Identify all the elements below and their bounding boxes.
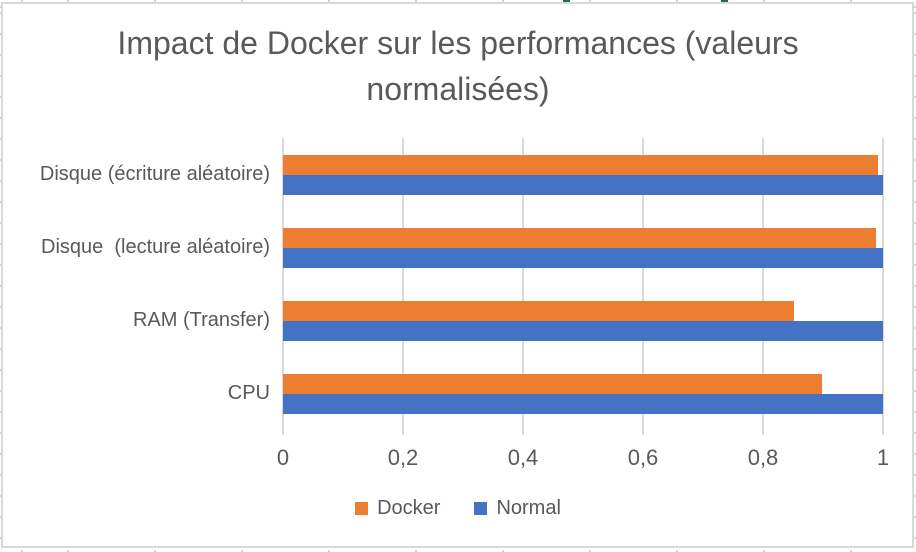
category-label: RAM (Transfer) bbox=[132, 309, 270, 331]
gridline-x-0 bbox=[282, 138, 284, 435]
bar-group bbox=[283, 284, 883, 357]
gridline-x-0,6 bbox=[642, 138, 644, 435]
x-tick-label: 0,2 bbox=[387, 445, 419, 470]
bar-docker bbox=[283, 154, 879, 175]
gridline-x-0,8 bbox=[762, 138, 764, 435]
x-tick-label: 0,8 bbox=[747, 445, 779, 470]
bar-group bbox=[283, 211, 883, 284]
bar-normal bbox=[283, 393, 883, 414]
bar-normal bbox=[283, 247, 883, 268]
plot-area bbox=[282, 138, 884, 435]
x-axis-tick-labels: 0 0,2 0,4 0,6 0,8 1 bbox=[277, 445, 889, 472]
sheet-row-gridline-stubs-right bbox=[914, 0, 916, 552]
bar-docker bbox=[283, 300, 795, 321]
x-tick-label: 0,4 bbox=[507, 445, 539, 470]
x-tick-label: 0 bbox=[276, 445, 290, 470]
legend-swatch-docker bbox=[355, 502, 369, 515]
category-label: Disque (écriture aléatoire) bbox=[39, 163, 270, 185]
x-tick-label: 1 bbox=[876, 445, 890, 470]
category-axis-labels: Disque (écriture aléatoire) Disque (lectu… bbox=[6, 138, 270, 430]
sheet-column-gridline-stubs-bottom bbox=[0, 550, 916, 552]
legend-item-normal: Normal bbox=[474, 497, 561, 520]
bar-docker bbox=[283, 373, 822, 394]
bar-rows bbox=[283, 138, 883, 430]
legend-item-docker: Docker bbox=[355, 497, 440, 520]
bar-docker bbox=[283, 227, 876, 248]
bar-group bbox=[283, 138, 883, 211]
gridline-x-0,2 bbox=[402, 138, 404, 435]
legend-label: Normal bbox=[496, 497, 561, 519]
bar-group bbox=[283, 357, 883, 430]
bar-normal bbox=[283, 174, 883, 195]
gridline-x-1 bbox=[882, 138, 884, 435]
category-label: CPU bbox=[227, 382, 270, 404]
category-label: Disque (lecture aléatoire) bbox=[41, 236, 270, 258]
sheet-column-gridline-stubs-top bbox=[0, 0, 916, 2]
chart-title: Impact de Docker sur les performances (v… bbox=[117, 25, 799, 107]
bar-normal bbox=[283, 320, 883, 341]
sheet-green-mark bbox=[721, 0, 728, 3]
gridline-x-0,4 bbox=[522, 138, 524, 435]
legend-label: Docker bbox=[377, 497, 441, 519]
x-tick-label: 0,6 bbox=[627, 445, 659, 470]
legend-swatch-normal bbox=[474, 502, 488, 515]
sheet-green-mark bbox=[563, 0, 570, 3]
chart-legend: Docker Normal bbox=[0, 497, 916, 520]
